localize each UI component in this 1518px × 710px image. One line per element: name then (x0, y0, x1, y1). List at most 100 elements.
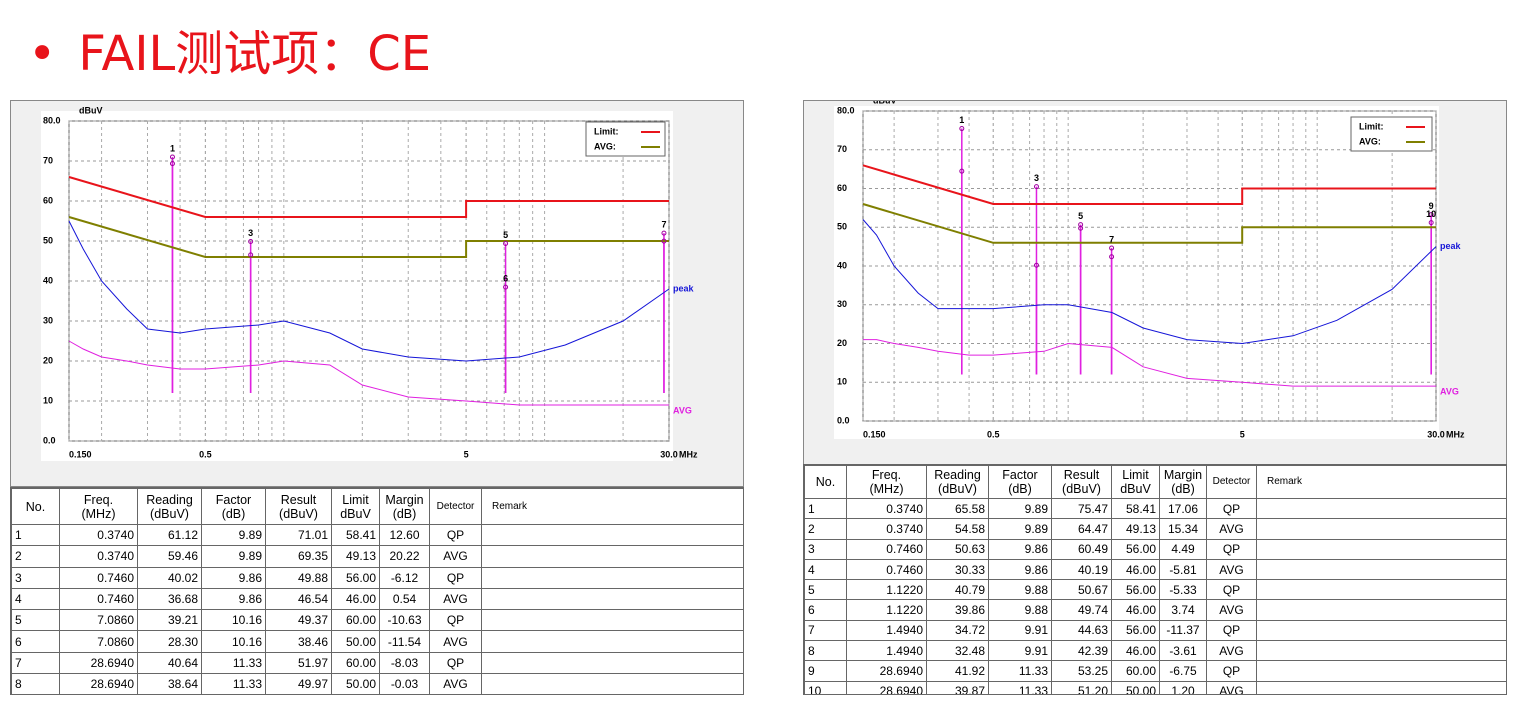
table-cell: 39.86 (926, 599, 989, 621)
slide-title: • FAIL测试项：CE (28, 14, 453, 84)
table-cell: 5 (804, 579, 847, 601)
table-cell: 60.49 (1051, 538, 1112, 560)
table-cell: 40.79 (926, 579, 989, 601)
table-cell: -11.37 (1159, 619, 1207, 642)
remark-cell (481, 673, 743, 694)
y-tick-label: 80.0 (837, 105, 855, 115)
table-cell: 9.89 (988, 497, 1052, 520)
header-cell: Freq. (MHz) (846, 465, 927, 499)
header-text: Reading (934, 468, 981, 482)
table-row: 4 0.7460 36.68 9.86 46.54 46.00 0.54 AVG (11, 587, 743, 611)
table-cell: 10.16 (201, 609, 266, 632)
x-tick-label: 30.0 (1427, 429, 1445, 439)
table-cell: 56.00 (331, 566, 380, 589)
marker (1033, 262, 1039, 268)
marker (661, 238, 667, 244)
header-text: No. (25, 499, 46, 514)
table-cell: 64.47 (1051, 518, 1112, 540)
table-cell: 50.00 (331, 673, 380, 694)
table-row: 2 0.3740 54.58 9.89 64.47 49.13 15.34 AVG (804, 518, 1506, 540)
table-cell: QP (1206, 579, 1257, 601)
table-cell: 69.35 (265, 545, 332, 568)
table-cell: QP (429, 651, 482, 675)
remark-cell (481, 587, 743, 611)
table-cell: 7.0860 (59, 609, 138, 632)
table-cell: 32.48 (926, 640, 989, 662)
table-cell: 38.64 (137, 673, 202, 694)
header-text: Freq. (83, 492, 114, 507)
table-cell: 1 (11, 523, 60, 547)
table-cell: 58.41 (1111, 497, 1160, 520)
x-tick-label: 0.150 (863, 429, 886, 439)
table-cell: 9.89 (988, 518, 1052, 540)
table-cell: 46.00 (1111, 640, 1160, 662)
marker (248, 252, 254, 258)
table-cell: 49.13 (1111, 518, 1160, 540)
marker (1428, 212, 1434, 218)
header-cell: Factor (dB) (201, 488, 266, 525)
table-cell: 30.33 (926, 558, 989, 581)
marker-label: 5 (503, 230, 508, 240)
header-text: Detector (436, 500, 475, 512)
header-text: (MHz) (81, 506, 116, 521)
header-text: Factor (215, 492, 252, 507)
table-cell: 44.63 (1051, 619, 1112, 642)
table-row: 2 0.3740 59.46 9.89 69.35 49.13 20.22 AVG (11, 545, 743, 568)
header-text: Detector (1212, 476, 1251, 487)
header-cell: No. (804, 465, 847, 499)
series-line (862, 164, 1436, 205)
table-cell: AVG (429, 673, 482, 694)
header-cell: Result (dBuV) (265, 488, 332, 525)
marker-label: 3 (1034, 173, 1039, 183)
chart: 0.0 10 20 30 40 50 60 70 80.0 0.150 0.5 5 30.0 dBuV MH… (41, 105, 698, 461)
table-cell: 8 (11, 673, 60, 694)
y-tick-label: 80.0 (43, 115, 61, 125)
table-cell: 28.6940 (846, 680, 927, 694)
chart-panel: 0.0 10 20 30 40 50 60 70 80.0 0.150 0.5 5 30.0 dBuV MH… (803, 95, 1507, 465)
x-tick-label: 30.0 (660, 449, 678, 459)
table-row: 3 0.7460 50.63 9.86 60.49 56.00 4.49 QP (804, 538, 1506, 560)
remark-cell (1256, 579, 1506, 601)
table-cell: 3.74 (1159, 599, 1207, 621)
y-tick-label: 60 (837, 183, 847, 193)
header-text: Limit (1122, 468, 1149, 482)
table-cell: 12.60 (379, 523, 430, 547)
table-cell: 46.00 (331, 587, 380, 611)
y-tick-label: 70 (43, 155, 53, 165)
chart-panel: 0.0 10 20 30 40 50 60 70 80.0 0.150 0.5 5 30.0 dBuV MH… (10, 100, 744, 487)
y-tick-label: 40 (43, 275, 53, 285)
table-row: 5 1.1220 40.79 9.88 50.67 56.00 -5.33 QP (804, 579, 1506, 601)
header-text: (dB) (221, 506, 246, 521)
remark-cell (1256, 680, 1506, 694)
table-cell: 50.00 (1111, 680, 1160, 694)
x-tick-label: 0.5 (987, 429, 1000, 439)
table-cell: 4 (804, 558, 847, 581)
table-cell: AVG (1206, 640, 1257, 662)
marker (503, 284, 509, 290)
y-tick-label: 0.0 (43, 435, 56, 445)
header-cell: Reading (dBuV) (137, 488, 202, 525)
table-cell: -10.63 (379, 609, 430, 632)
table: No. Freq. (MHz) Reading (dBuV) Factor (dB) Resu… (804, 465, 1506, 694)
remark-cell (1256, 497, 1506, 520)
trace-label: peak (673, 283, 695, 293)
header-cell: Limit dBuV (1111, 465, 1160, 499)
remark-cell (1256, 619, 1506, 642)
table-cell: 3 (804, 538, 847, 560)
legend-box (1350, 116, 1433, 152)
table-cell: -3.61 (1159, 640, 1207, 662)
header-cell: Margin (dB) (1159, 465, 1207, 499)
table-cell: AVG (1206, 558, 1257, 581)
table-cell: 15.34 (1159, 518, 1207, 540)
trace-label: peak (1440, 241, 1462, 251)
header-cell: Factor (dB) (988, 465, 1052, 499)
marker-label: 7 (661, 219, 666, 229)
table-cell: -8.03 (379, 651, 430, 675)
table-cell: AVG (1206, 518, 1257, 540)
table-cell: 8 (804, 640, 847, 662)
marker-label: 7 (1109, 234, 1114, 244)
table-cell: 61.12 (137, 523, 202, 547)
table-cell: 1.1220 (846, 579, 927, 601)
title-text: FAIL测试项：CE (78, 26, 432, 82)
